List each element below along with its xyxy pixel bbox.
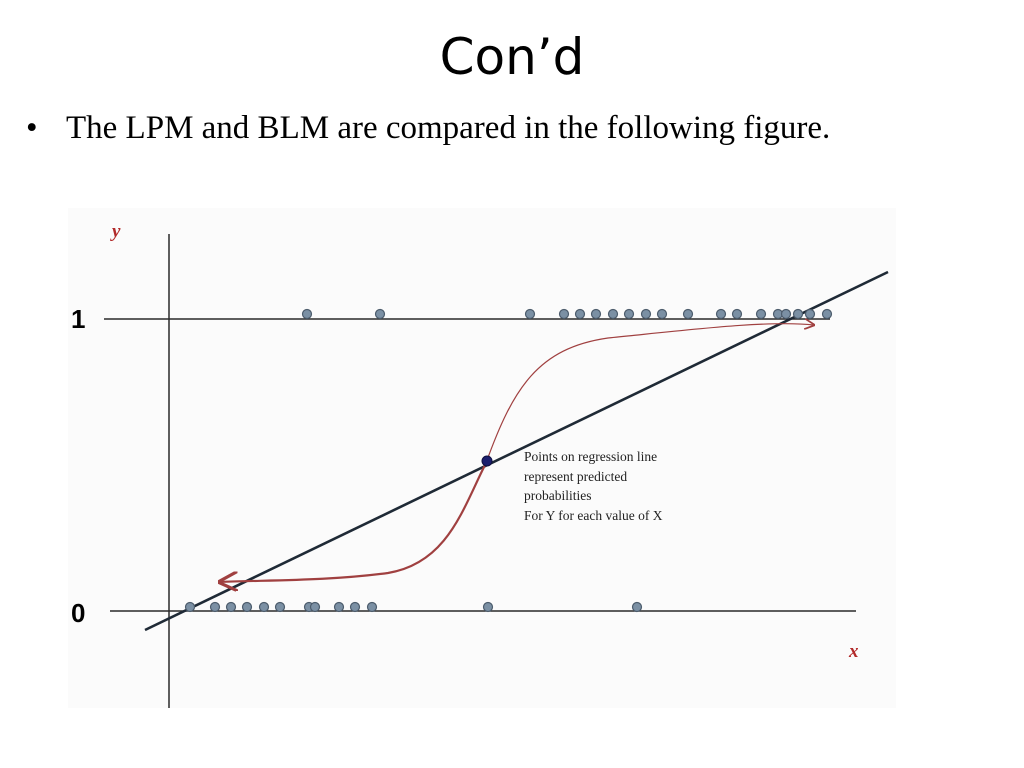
data-point — [274, 601, 286, 613]
data-point — [333, 601, 345, 613]
level-one-label: 1 — [71, 304, 85, 334]
data-point — [366, 601, 378, 613]
data-point — [309, 601, 321, 613]
data-point — [656, 308, 668, 320]
bullet-dot-icon: • — [26, 110, 38, 146]
figure-background — [68, 208, 896, 708]
data-point — [804, 308, 816, 320]
lpm-blm-figure: y x 1 0 — [68, 208, 896, 708]
data-point — [184, 601, 196, 613]
annotation-line: represent predicted — [524, 469, 627, 484]
data-point — [682, 308, 694, 320]
data-point — [731, 308, 743, 320]
data-point — [209, 601, 221, 613]
data-point — [715, 308, 727, 320]
y-axis-label: y — [110, 221, 121, 242]
data-point — [258, 601, 270, 613]
level-zero-label: 0 — [71, 598, 85, 628]
data-point — [482, 601, 494, 613]
data-point — [590, 308, 602, 320]
data-point — [524, 308, 536, 320]
data-point — [301, 308, 313, 320]
points-y-zero — [184, 601, 643, 613]
data-point — [558, 308, 570, 320]
regression-line — [144, 270, 889, 632]
data-point — [640, 308, 652, 320]
data-point — [374, 308, 386, 320]
data-point — [241, 601, 253, 613]
logistic-curve-lower — [220, 462, 487, 582]
bullet-item: • The LPM and BLM are compared in the fol… — [26, 110, 830, 147]
x-axis-label: x — [848, 641, 859, 662]
data-point — [755, 308, 767, 320]
data-point — [631, 601, 643, 613]
data-point — [821, 308, 833, 320]
data-point — [792, 308, 804, 320]
bullet-text: The LPM and BLM are compared in the foll… — [66, 110, 831, 146]
annotation-line: Points on regression line — [524, 449, 657, 464]
data-point — [225, 601, 237, 613]
annotation-line: For Y for each value of X — [524, 508, 663, 523]
data-point — [607, 308, 619, 320]
predicted-probability-point — [481, 455, 493, 467]
data-point — [623, 308, 635, 320]
annotation-line: probabilities — [524, 488, 592, 503]
logistic-curve-upper — [485, 324, 814, 464]
annotation: Points on regression line represent pred… — [524, 449, 663, 523]
slide-title: Con’d — [439, 28, 585, 86]
data-point — [780, 308, 792, 320]
figure-canvas: y x 1 0 — [68, 208, 896, 708]
points-y-one — [301, 308, 833, 320]
data-point — [574, 308, 586, 320]
data-point — [349, 601, 361, 613]
